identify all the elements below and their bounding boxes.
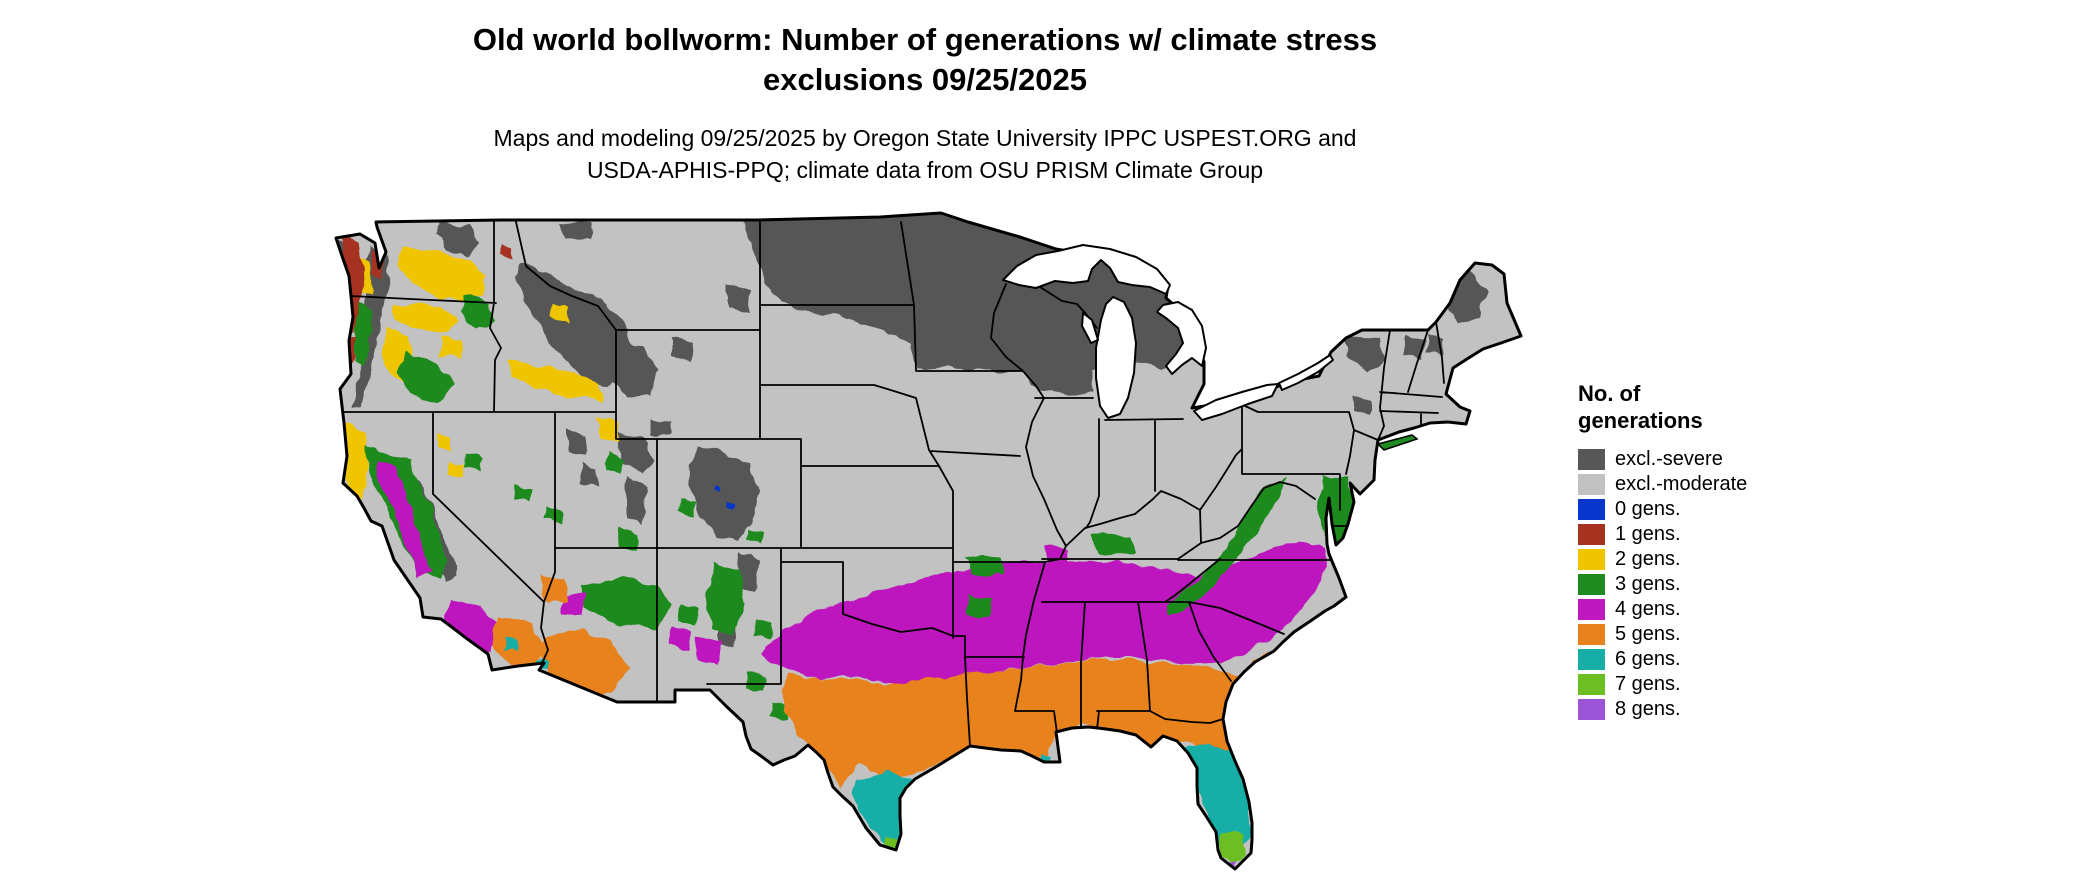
legend-title-line2: generations (1578, 408, 1703, 433)
great-lakes (1002, 244, 1334, 421)
legend-label-6-gens: 6 gens. (1615, 648, 1681, 670)
legend-swatch-6-gens (1578, 649, 1605, 670)
legend-item-8-gens: 8 gens. (1578, 698, 1747, 721)
state-borders (342, 221, 1445, 747)
legend-label-7-gens: 7 gens. (1615, 673, 1681, 695)
legend-label-1-gens: 1 gens. (1615, 523, 1681, 545)
legend-swatch-5-gens (1578, 624, 1605, 645)
region-excl-severe (336, 213, 1486, 648)
legend-label-3-gens: 3 gens. (1615, 573, 1681, 595)
legend-swatch-excl-severe (1578, 449, 1605, 470)
legend-label-8-gens: 8 gens. (1615, 698, 1681, 720)
region-4-gens (376, 460, 1328, 686)
legend-label-excl-severe: excl.-severe (1615, 448, 1723, 470)
legend-swatch-4-gens (1578, 599, 1605, 620)
region-5-gens (492, 574, 1278, 788)
region-3-gens-east (965, 476, 1354, 618)
region-2-gens (340, 246, 620, 506)
legend-label-4-gens: 4 gens. (1615, 598, 1681, 620)
legend-item-1-gens: 1 gens. (1578, 523, 1747, 546)
legend-item-6-gens: 6 gens. (1578, 648, 1747, 671)
legend-item-3-gens: 3 gens. (1578, 573, 1747, 596)
region-7-gens (884, 830, 1246, 866)
map-subtitle-line2: USDA-APHIS-PPQ; climate data from OSU PR… (586, 157, 1264, 183)
region-1-gens (340, 234, 514, 370)
legend-swatch-7-gens (1578, 674, 1605, 695)
map-subtitle-line1: Maps and modeling 09/25/2025 by Oregon S… (493, 125, 1357, 151)
legend-item-5-gens: 5 gens. (1578, 623, 1747, 646)
legend-swatch-3-gens (1578, 574, 1605, 595)
legend-label-2-gens: 2 gens. (1615, 548, 1681, 570)
legend-swatch-8-gens (1578, 699, 1605, 720)
legend-item-4-gens: 4 gens. (1578, 598, 1747, 621)
region-0-gens (715, 484, 734, 507)
legend-swatch-1-gens (1578, 524, 1605, 545)
legend-swatch-0-gens (1578, 499, 1605, 520)
region-3-gens-west (354, 294, 788, 720)
legend-title-line1: No. of (1578, 381, 1641, 406)
legend-item-0-gens: 0 gens. (1578, 498, 1747, 521)
us-map-svg (334, 211, 1523, 871)
map-legend: No. of generations excl.-severe excl.-mo… (1578, 380, 1747, 723)
legend-items: excl.-severe excl.-moderate 0 gens. 1 ge… (1578, 448, 1747, 721)
legend-label-5-gens: 5 gens. (1615, 623, 1681, 645)
legend-item-excl-severe: excl.-severe (1578, 448, 1747, 471)
legend-item-2-gens: 2 gens. (1578, 548, 1747, 571)
legend-item-excl-moderate: excl.-moderate (1578, 473, 1747, 496)
map-title-line2: exclusions 09/25/2025 (762, 62, 1087, 97)
legend-swatch-excl-moderate (1578, 474, 1605, 495)
legend-swatch-2-gens (1578, 549, 1605, 570)
legend-label-excl-moderate: excl.-moderate (1615, 473, 1748, 495)
region-6-gens (505, 638, 1250, 856)
header: Old world bollworm: Number of generation… (0, 20, 1850, 186)
us-border (334, 211, 1523, 871)
legend-label-0-gens: 0 gens. (1615, 498, 1681, 520)
map-title-line1: Old world bollworm: Number of generation… (472, 22, 1378, 57)
legend-item-7-gens: 7 gens. (1578, 673, 1747, 696)
us-map (320, 208, 1530, 888)
long-island (1376, 434, 1419, 451)
map-subtitle: Maps and modeling 09/25/2025 by Oregon S… (0, 122, 1850, 186)
